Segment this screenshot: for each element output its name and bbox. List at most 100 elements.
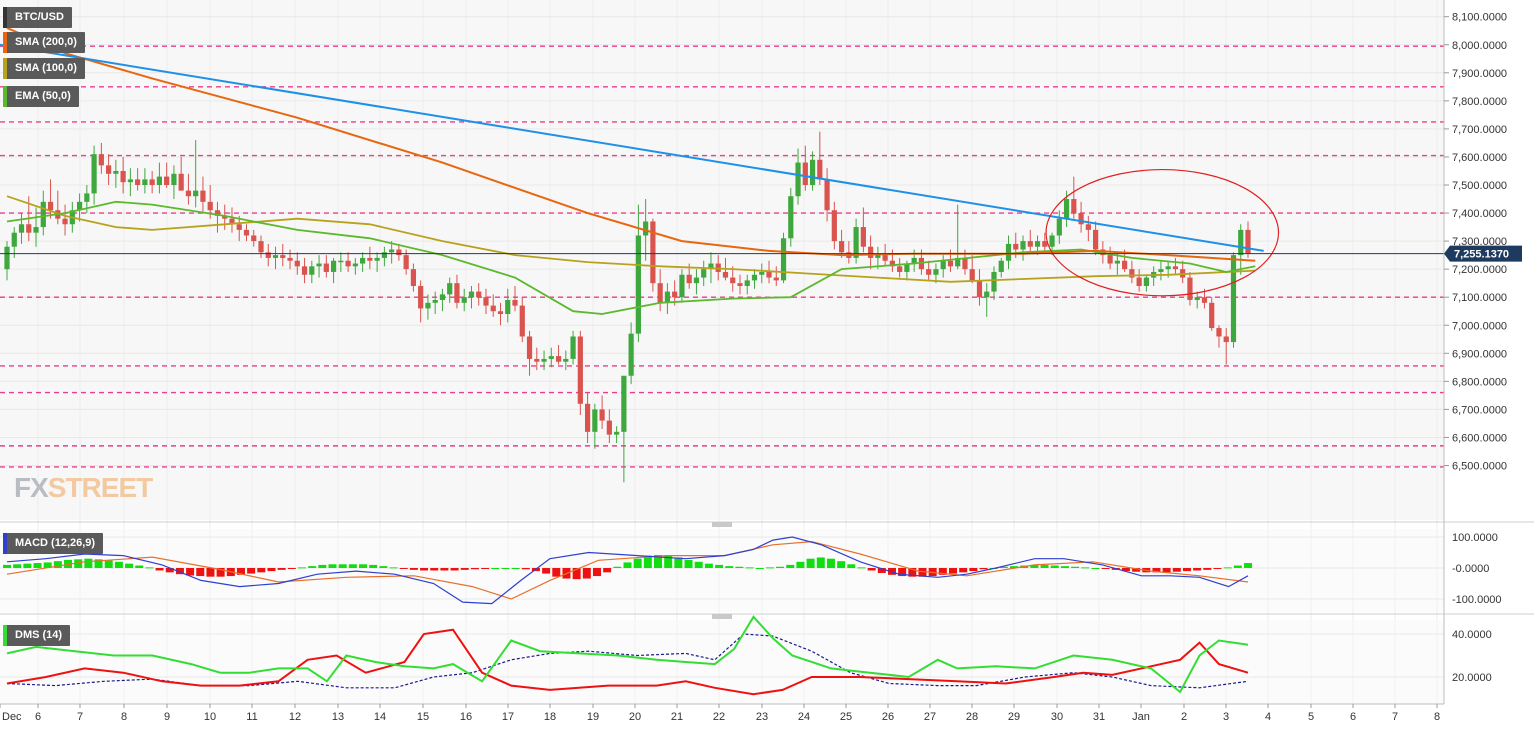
macd-histogram-bar [786, 564, 795, 568]
legend-dms-swatch [3, 625, 7, 646]
candle-body [360, 257, 366, 264]
macd-histogram-bar [959, 568, 968, 573]
macd-histogram-bar [53, 561, 62, 568]
macd-histogram-bar [348, 564, 357, 568]
date-axis-label: 17 [502, 711, 514, 723]
macd-histogram-bar [175, 568, 184, 575]
date-axis-label: 26 [882, 711, 894, 723]
macd-histogram-bar [857, 567, 866, 569]
candle-body [751, 274, 758, 281]
macd-line [6, 536, 1249, 605]
legend-macd[interactable]: MACD (12,26,9) [3, 533, 104, 554]
price-axis-label: 7,800.0000 [1452, 96, 1507, 108]
dms-panel [0, 613, 1534, 704]
macd-histogram-bar [196, 568, 205, 577]
sma200-line [6, 26, 1256, 262]
candle-body [1020, 241, 1026, 250]
macd-histogram-bar [104, 560, 113, 568]
macd-histogram-bar [1172, 568, 1181, 572]
candle-body [316, 263, 322, 267]
candle-body [1230, 255, 1237, 343]
candle-body [330, 260, 337, 272]
candle-body [947, 260, 954, 267]
macd-histogram-bar [1182, 568, 1191, 572]
date-axis-label: 25 [840, 711, 852, 723]
legend-macd-label: MACD (12,26,9) [15, 537, 96, 549]
candle-body [693, 277, 700, 284]
date-axis-label: 24 [798, 711, 810, 723]
macd-histogram-bar [420, 568, 429, 571]
macd-histogram-bar [969, 568, 978, 572]
candle-body [374, 257, 380, 261]
date-axis-label: 16 [460, 711, 472, 723]
legend-macd-swatch [3, 533, 7, 554]
macd-histogram-bar [1203, 568, 1212, 570]
candle-body [664, 291, 671, 303]
candle-body [447, 283, 453, 295]
legend-symbol[interactable]: BTC/USD [3, 7, 72, 28]
macd-histogram-bar [297, 567, 306, 569]
macd-histogram-bar [582, 568, 591, 579]
candle-body [526, 336, 533, 359]
macd-histogram-bar [1101, 568, 1110, 569]
price-axis-label: 7,100.0000 [1452, 292, 1507, 304]
candle-body [1107, 255, 1113, 264]
candle-body [113, 170, 119, 174]
legend-sma200[interactable]: SMA (200,0) [3, 32, 85, 53]
candle-body [998, 260, 1004, 272]
macd-histogram-bar [74, 559, 83, 568]
macd-histogram-bar [1091, 568, 1100, 569]
sma100-line [6, 195, 1256, 283]
macd-histogram-bar [643, 555, 652, 568]
candle-body [650, 221, 656, 284]
macd-histogram-bar [1162, 568, 1171, 573]
macd-histogram-bar [1040, 564, 1049, 568]
candle-body [882, 255, 888, 261]
legend-dms-label: DMS (14) [15, 629, 63, 641]
price-axis-label: 7,400.0000 [1452, 208, 1507, 220]
candle-body [497, 311, 504, 315]
macd-histogram-bar [165, 568, 174, 573]
date-axis-label: 7 [77, 711, 83, 723]
legend-sma200-swatch [3, 32, 7, 53]
candle-body [519, 305, 525, 337]
candle-body [614, 431, 620, 435]
macd-histogram-bar [654, 554, 663, 568]
candle-body [381, 252, 387, 258]
candle-body [795, 162, 801, 197]
legend-dms[interactable]: DMS (14) [3, 625, 71, 646]
candle-body [897, 266, 903, 272]
candle-body [1187, 277, 1193, 301]
candle-body [512, 300, 518, 306]
legend-sma100[interactable]: SMA (100,0) [3, 58, 85, 79]
candle-body [91, 154, 97, 194]
candle-body [1034, 241, 1041, 247]
candle-body [1238, 229, 1244, 256]
legend-symbol-label: BTC/USD [15, 11, 64, 23]
macd-histogram-bar [84, 558, 93, 568]
candle-body [1078, 213, 1084, 225]
candle-body [577, 336, 583, 404]
macd-histogram-bar [826, 558, 835, 568]
candle-body [338, 260, 344, 263]
date-axis-label: 27 [924, 711, 936, 723]
di-minus-line [6, 628, 1249, 696]
candle-body [563, 358, 569, 362]
candle-body [1201, 297, 1208, 303]
macd-histogram-bar [236, 568, 245, 575]
descending-trendline [0, 43, 1264, 252]
candle-body [229, 218, 235, 225]
date-axis-label: 21 [671, 711, 683, 723]
macd-histogram-bar [613, 566, 622, 568]
date-axis-label: 3 [1223, 711, 1229, 723]
legend-ema50[interactable]: EMA (50,0) [3, 86, 79, 107]
candle-body [1085, 224, 1091, 230]
price-axis-label: 7,500.0000 [1452, 180, 1507, 192]
candle-body [969, 269, 975, 281]
legend-sma100-swatch [3, 58, 7, 79]
macd-histogram-bar [328, 564, 337, 568]
candle-body [461, 297, 467, 303]
price-axis-label: 7,300.0000 [1452, 236, 1507, 248]
candle-body [911, 257, 917, 264]
